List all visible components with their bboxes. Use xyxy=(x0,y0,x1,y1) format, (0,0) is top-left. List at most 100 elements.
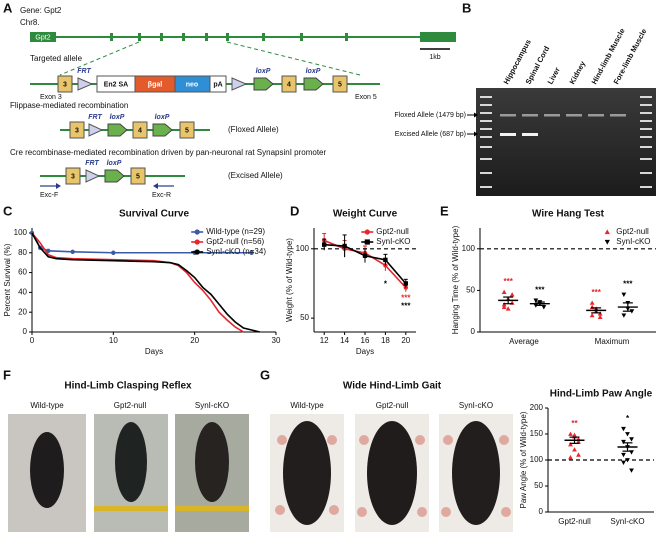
exon-number: 3 xyxy=(75,127,79,134)
gene-name: Gene: Gpt2 xyxy=(20,6,62,15)
y-tick-label: 200 xyxy=(530,403,544,412)
significance: *** xyxy=(591,288,601,297)
mouse xyxy=(30,432,64,508)
exon-number: 4 xyxy=(287,81,291,88)
ladder-band xyxy=(640,112,652,114)
significance: *** xyxy=(401,294,411,303)
frt-site xyxy=(77,77,94,91)
y-axis-label: Weight (% of Wild-type) xyxy=(285,238,294,322)
ladder-band xyxy=(480,146,492,148)
ladder-band xyxy=(480,104,492,106)
x-tick-label: SynI-cKO xyxy=(610,517,644,526)
legend-marker xyxy=(364,239,370,245)
ladder-band xyxy=(480,128,492,130)
y-tick-label: 0 xyxy=(471,327,476,336)
legend-label: Gpt2-null xyxy=(376,227,409,236)
gel-bands xyxy=(480,96,652,188)
ladder-band xyxy=(480,136,492,138)
panel-letter: B xyxy=(462,0,471,15)
x-tick-label: Average xyxy=(509,337,539,346)
data-point xyxy=(621,426,626,432)
data-point xyxy=(533,298,539,303)
x-axis-label: Days xyxy=(356,347,374,356)
exon-label: Exon 5 xyxy=(355,94,377,101)
gel-band xyxy=(522,114,538,117)
loxp-site xyxy=(253,77,274,91)
y-tick-label: 100 xyxy=(462,244,476,253)
data-point xyxy=(111,250,116,255)
loxp-label: loxP xyxy=(107,160,122,167)
significance: * xyxy=(384,280,388,289)
y-tick-label: 50 xyxy=(534,481,543,490)
ladder-band xyxy=(640,96,652,98)
exon-box xyxy=(281,75,297,93)
legend-label: Gpt2-null (n=56) xyxy=(206,237,264,246)
ladder-band xyxy=(480,112,492,114)
legend-marker xyxy=(364,229,370,235)
legend-marker xyxy=(604,239,610,245)
loxp-site xyxy=(107,123,128,137)
lane-label: Kidney xyxy=(568,59,588,86)
panel-letter: E xyxy=(440,203,449,218)
row-title: Cre recombinase-mediated recombination d… xyxy=(10,148,327,157)
zoom-line xyxy=(59,41,140,76)
chart-title: Hind-Limb Paw Angle xyxy=(550,389,653,400)
series-line xyxy=(31,232,260,333)
significance: ** xyxy=(571,419,578,428)
scale-label: 1kb xyxy=(429,54,440,61)
panel-title: Wide Hind-Limb Gait xyxy=(343,381,442,392)
panel-title: Hind-Limb Clasping Reflex xyxy=(64,381,192,392)
frt-site xyxy=(85,169,101,183)
data-point xyxy=(541,305,547,310)
x-tick-label: 14 xyxy=(340,336,349,345)
y-tick-label: 50 xyxy=(300,313,309,322)
chart-title: Survival Curve xyxy=(119,209,189,220)
loxp-label: loxP xyxy=(110,114,125,121)
gel-band xyxy=(610,114,626,117)
panel-g: G Wide Hind-Limb Gait Wild-type Gpt2-nul… xyxy=(260,367,513,532)
paws xyxy=(275,435,511,517)
data-point xyxy=(568,455,573,460)
ladder-band xyxy=(640,158,652,160)
cassette-label: En2 SA xyxy=(104,81,129,88)
legend-label: Wild-type (n=29) xyxy=(206,227,265,236)
frt-label: FRT xyxy=(85,160,99,167)
y-axis-label: Percent Survival (%) xyxy=(3,243,12,316)
data-point xyxy=(625,432,630,437)
y-tick-label: 0 xyxy=(23,327,28,336)
data-point xyxy=(597,314,603,319)
data-point xyxy=(629,468,634,473)
ladder-band xyxy=(640,172,652,174)
panel-f: F Hind-Limb Clasping Reflex Wild-type Gp… xyxy=(3,367,249,532)
exon-box xyxy=(130,167,146,185)
y-tick-label: 100 xyxy=(530,455,544,464)
mouse xyxy=(195,422,229,502)
x-tick-label: 18 xyxy=(381,336,390,345)
gene-label: Gpt2 xyxy=(35,34,50,41)
data-point xyxy=(621,452,626,458)
y-tick-label: 50 xyxy=(466,286,475,295)
x-axis-label: Days xyxy=(145,347,163,356)
legend-label: SynI-cKO xyxy=(616,237,650,246)
panel-a: A Gene: Gpt2 Chr8. Gpt2 1kb Targeted all… xyxy=(3,0,456,199)
ladder-band xyxy=(480,158,492,160)
cassette-label: neo xyxy=(186,81,198,88)
x-tick-label: 30 xyxy=(272,336,281,345)
significance: *** xyxy=(503,277,513,286)
primer-arrow xyxy=(153,183,158,189)
ladder-band xyxy=(640,128,652,130)
cassette-box xyxy=(209,75,227,93)
exon-number: 5 xyxy=(185,127,189,134)
data-point xyxy=(501,304,507,309)
mouse xyxy=(367,421,417,525)
band-arrow xyxy=(474,131,478,137)
row-title: Flippase-mediated recombination xyxy=(10,101,128,110)
frt-label: FRT xyxy=(77,68,91,75)
data-point xyxy=(70,249,75,254)
data-point xyxy=(509,292,515,297)
x-tick-label: Gpt2-null xyxy=(558,517,591,526)
loxp-site xyxy=(303,77,324,91)
loxp-label: loxP xyxy=(155,114,170,121)
allele-label: (Excised Allele) xyxy=(228,171,283,180)
